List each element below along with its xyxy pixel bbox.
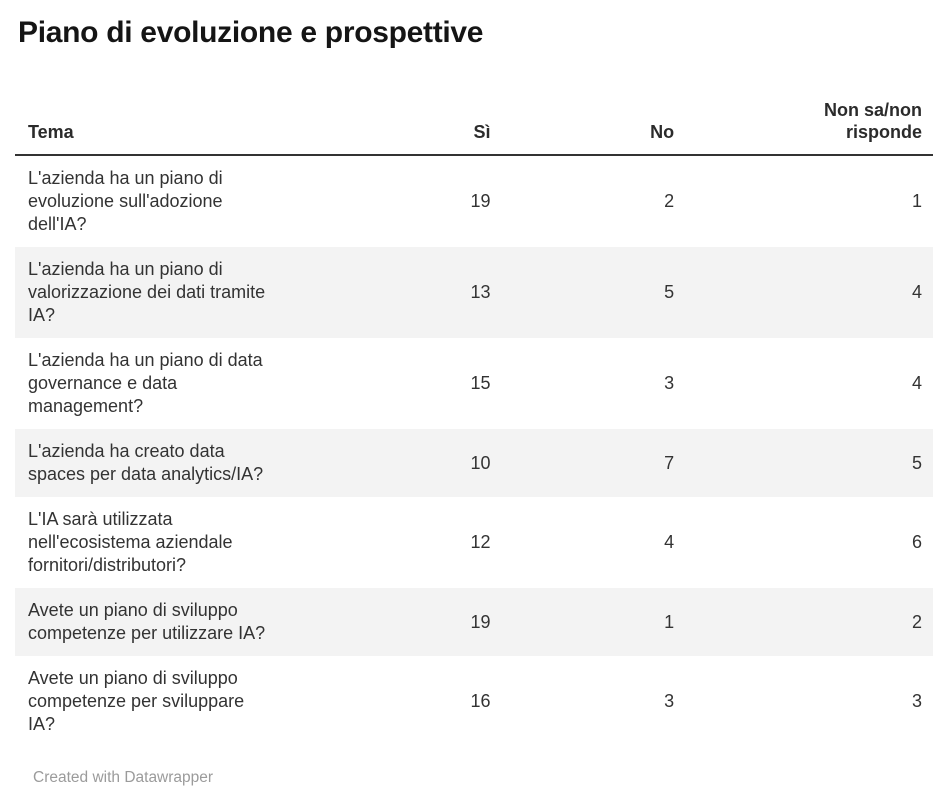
cell-nonsa: 2 [911, 611, 922, 632]
question-text: Avete un piano di sviluppo competenze pe… [28, 668, 245, 734]
question-text: L'IA sarà utilizzata nell'ecosistema azi… [28, 509, 233, 575]
question-text: Avete un piano di sviluppo competenze pe… [28, 600, 266, 643]
column-header-nonsa-label: Non sa/non risponde [824, 100, 922, 142]
chart-container: Piano di evoluzione e prospettive Tema S… [15, 16, 933, 786]
cell-si: 12 [470, 532, 491, 552]
column-header-no: No [501, 91, 686, 156]
cell-tema: Avete un piano di sviluppo competenze pe… [15, 656, 355, 747]
table-row: Avete un piano di sviluppo competenze pe… [15, 588, 933, 656]
cell-si: 19 [470, 611, 491, 632]
cell-no: 1 [664, 611, 675, 632]
cell-tema: L'azienda ha un piano di data governance… [15, 338, 355, 429]
table-row: L'azienda ha un piano di evoluzione sull… [15, 155, 933, 247]
cell-tema: L'IA sarà utilizzata nell'ecosistema azi… [15, 497, 355, 588]
cell-nonsa: 3 [911, 691, 922, 711]
cell-nonsa: 6 [911, 532, 922, 552]
cell-no: 7 [664, 452, 675, 473]
question-text: L'azienda ha un piano di evoluzione sull… [28, 168, 223, 234]
cell-nonsa: 1 [911, 191, 922, 211]
cell-si: 19 [470, 191, 491, 211]
header-row: Tema Sì No Non sa/non risponde [15, 91, 933, 156]
datawrapper-credit-link[interactable]: Created with Datawrapper [33, 769, 214, 786]
table-row: Avete un piano di sviluppo competenze pe… [15, 656, 933, 747]
cell-nonsa: 5 [911, 452, 922, 473]
question-text: L'azienda ha un piano di data governance… [28, 350, 263, 416]
question-text: L'azienda ha creato data spaces per data… [28, 441, 264, 484]
chart-title: Piano di evoluzione e prospettive [18, 16, 484, 49]
table-row: L'IA sarà utilizzata nell'ecosistema azi… [15, 497, 933, 588]
table-row: L'azienda ha un piano di valorizzazione … [15, 247, 933, 338]
cell-tema: L'azienda ha creato data spaces per data… [15, 429, 355, 497]
column-header-si: Sì [354, 91, 502, 156]
cell-si: 15 [470, 373, 491, 393]
table-row: L'azienda ha un piano di data governance… [15, 338, 933, 429]
table-header: Tema Sì No Non sa/non risponde [15, 91, 933, 156]
data-table: Tema Sì No Non sa/non risponde L'azienda… [15, 91, 933, 747]
cell-tema: L'azienda ha un piano di evoluzione sull… [15, 155, 355, 247]
cell-si: 13 [470, 282, 491, 302]
cell-no: 2 [664, 191, 675, 211]
cell-si: 10 [470, 452, 491, 473]
table-row: L'azienda ha creato data spaces per data… [15, 429, 933, 497]
cell-nonsa: 4 [911, 282, 922, 302]
cell-si: 16 [470, 691, 491, 711]
cell-tema: Avete un piano di sviluppo competenze pe… [15, 588, 355, 656]
column-header-nonsa: Non sa/non risponde [685, 91, 933, 156]
cell-no: 4 [664, 532, 675, 552]
cell-tema: L'azienda ha un piano di valorizzazione … [15, 247, 355, 338]
cell-nonsa: 4 [911, 373, 922, 393]
column-header-tema: Tema [15, 91, 355, 156]
table-body: L'azienda ha un piano di evoluzione sull… [15, 155, 933, 747]
question-text: L'azienda ha un piano di valorizzazione … [28, 259, 266, 325]
cell-no: 3 [664, 373, 675, 393]
cell-no: 5 [664, 282, 675, 302]
cell-no: 3 [664, 691, 675, 711]
